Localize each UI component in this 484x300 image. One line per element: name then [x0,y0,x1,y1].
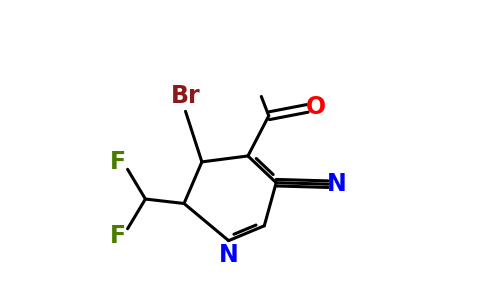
Text: N: N [219,243,239,267]
Text: O: O [306,95,326,119]
Text: Br: Br [171,84,200,108]
Text: F: F [110,224,126,248]
Text: F: F [110,150,126,174]
Text: N: N [327,172,347,196]
